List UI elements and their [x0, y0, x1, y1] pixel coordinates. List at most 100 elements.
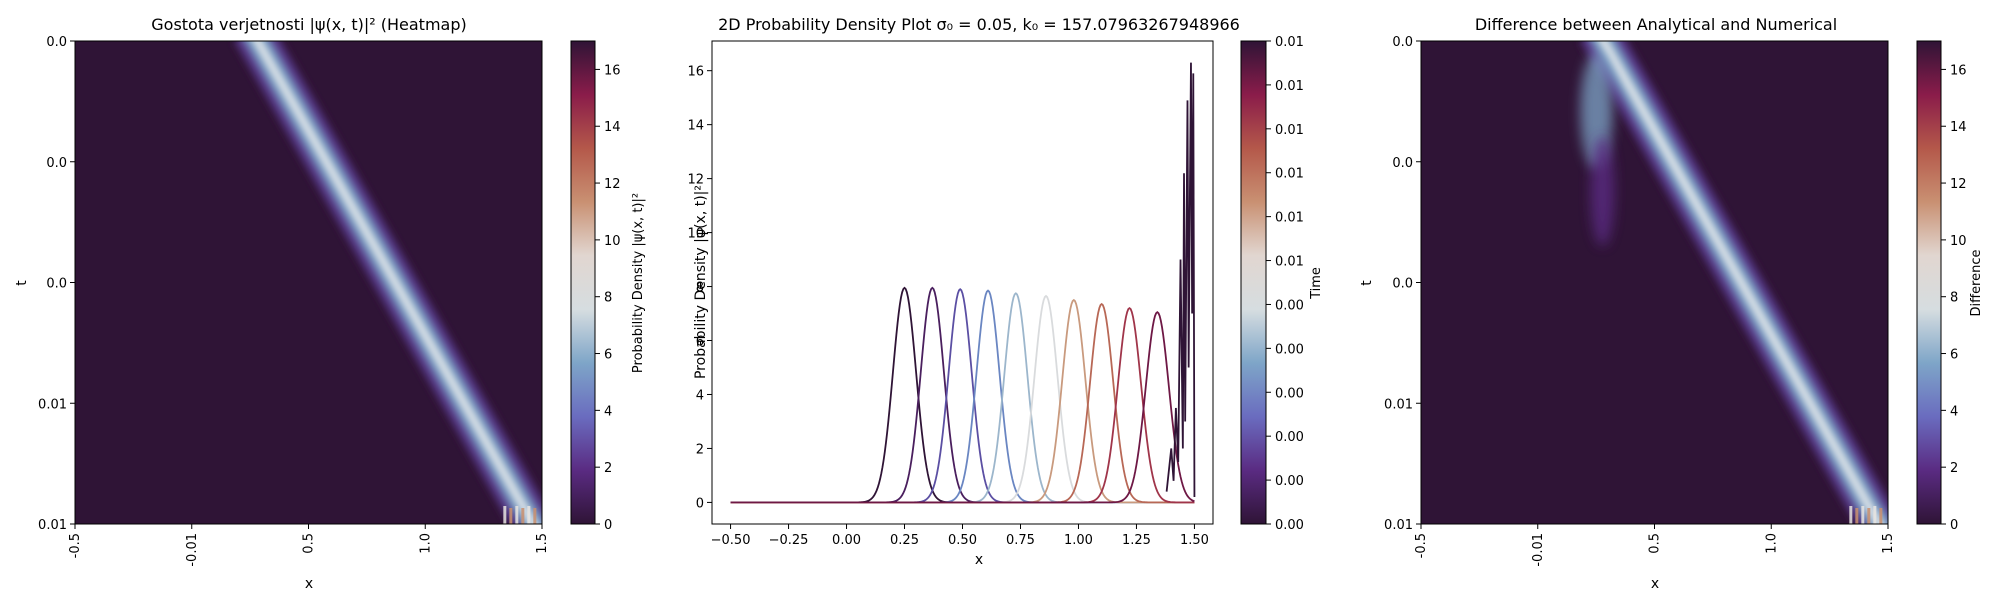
line-plot-colorbar-label: Time: [1309, 267, 1324, 300]
y-tick-label: 0: [696, 496, 704, 511]
y-tick-label: 14: [687, 119, 704, 134]
y-tick-label: 0.0: [46, 277, 67, 292]
colorbar-tick-label: 0.00: [1275, 474, 1304, 489]
heatmap-2-colorbar-label: Difference: [1969, 249, 1984, 316]
x-tick-label: 1.50: [1180, 533, 1209, 548]
line-plot-x-axis-label: x: [975, 552, 983, 568]
colorbar-tick-label: 6: [1950, 348, 1958, 363]
line-plot-y-ticks: 0 2 4 6 8 10 12 14 16: [687, 65, 712, 511]
colorbar-tick-label: 14: [1950, 120, 1967, 135]
heatmap-2-y-axis-label: t: [1359, 280, 1375, 286]
colorbar-tick-label: 10: [604, 234, 621, 249]
heatmap-2-x-axis-label: x: [1651, 576, 1659, 592]
edge-interference-stripe: [1867, 508, 1871, 524]
y-tick-label: 2: [696, 442, 704, 457]
y-tick-label: 0.0: [1392, 35, 1413, 50]
x-tick-label: 0.5: [1648, 533, 1663, 554]
x-tick-label: 1.0: [1764, 533, 1779, 554]
edge-interference-stripe: [1855, 508, 1859, 524]
x-tick-label: 0.25: [890, 533, 919, 548]
y-tick-label: 0.01: [1384, 397, 1413, 412]
edge-interference-stripe: [1873, 506, 1877, 524]
colorbar-tick-label: 0.01: [1275, 79, 1304, 94]
heatmap-1-colorbar-label: Probability Density |ψ(x, t)|²: [631, 193, 646, 373]
colorbar-tick-label: 0: [604, 518, 612, 533]
line-plot-area: [730, 62, 1196, 504]
colorbar-tick-label: 0.00: [1275, 430, 1304, 445]
colorbar-tick-label: 12: [1950, 177, 1967, 192]
colorbar-tick-label: 4: [604, 404, 612, 419]
colorbar-tick-label: 16: [604, 63, 621, 78]
line-plot-y-axis-label: Probability Density |ψ(x, t)|²: [693, 185, 709, 379]
y-tick-label: 4: [696, 388, 704, 403]
colorbar-tick-label: 0.00: [1275, 518, 1304, 533]
x-tick-label: -0.01: [185, 533, 200, 567]
x-tick-label: 1.5: [535, 533, 550, 554]
edge-interference-stripe: [515, 506, 519, 524]
heatmap-2-colorbar: [1917, 41, 1941, 524]
edge-reflection-trace: [1165, 62, 1196, 498]
x-tick-label: 0.00: [832, 533, 861, 548]
x-tick-label: 1.25: [1122, 533, 1151, 548]
probability-packet-band: [230, 41, 542, 524]
line-panel: 2D Probability Density Plot σ₀ = 0.05, k…: [687, 15, 1324, 568]
colorbar-tick-label: 0.00: [1275, 386, 1304, 401]
heatmap-2-y-ticks: 0.0 0.0 0.0 0.01 0.01: [1384, 35, 1421, 533]
colorbar-tick-label: 0.01: [1275, 123, 1304, 138]
x-tick-label: 1.00: [1064, 533, 1093, 548]
x-tick-label: -0.01: [1531, 533, 1546, 567]
heatmap-1-y-axis-label: t: [14, 280, 30, 286]
colorbar-tick-label: 0.01: [1275, 167, 1304, 182]
heatmap-1-x-axis-label: x: [305, 576, 313, 592]
colorbar-tick-label: 12: [604, 177, 621, 192]
colorbar-tick-label: 0: [1950, 518, 1958, 533]
colorbar-tick-label: 6: [604, 348, 612, 363]
x-tick-label: -0.5: [1414, 533, 1429, 558]
colorbar-tick-label: 2: [604, 461, 612, 476]
probability-packet-band: [1576, 41, 1888, 524]
y-tick-label: 8: [696, 281, 704, 296]
x-tick-label: −0.50: [711, 533, 751, 548]
difference-tail: [1590, 136, 1615, 246]
colorbar-tick-label: 0.00: [1275, 298, 1304, 313]
y-tick-label: 12: [687, 173, 704, 188]
colorbar-tick-label: 0.01: [1275, 255, 1304, 270]
colorbar-tick-label: 16: [1950, 63, 1967, 78]
line-plot-title: 2D Probability Density Plot σ₀ = 0.05, k…: [718, 15, 1240, 34]
density-curve: [730, 311, 1195, 504]
edge-interference-stripe: [1879, 508, 1883, 524]
line-plot-colorbar-ticks: 0.00 0.00 0.00 0.00 0.00 0.00 0.01 0.01 0.01 0.01…: [1266, 35, 1304, 533]
x-tick-label: −0.25: [769, 533, 809, 548]
x-tick-label: 0.75: [1006, 533, 1035, 548]
x-tick-label: 0.5: [302, 533, 317, 554]
y-tick-label: 0.0: [46, 156, 67, 171]
edge-interference-stripe: [1849, 506, 1853, 524]
heatmap-2-colorbar-ticks: 0 2 4 6 8 10 12 14 16: [1941, 63, 1967, 533]
heatmap-1-plot-area: [75, 41, 542, 524]
colorbar-tick-label: 14: [604, 120, 621, 135]
density-curve: [730, 302, 1195, 504]
heatmap-1-colorbar-ticks: 0 2 4 6 8 10 12 14 16: [595, 63, 621, 533]
heatmap-1-x-ticks: -0.5 -0.01 0.5 1.0 1.5: [68, 524, 550, 567]
line-plot-x-ticks: −0.50 −0.25 0.00 0.25 0.50 0.75 1.00 1.25 1.50: [711, 524, 1209, 548]
heatmap-1-y-ticks: 0.0 0.0 0.0 0.01 0.01: [38, 35, 75, 533]
edge-interference-stripe: [1861, 506, 1865, 524]
colorbar-tick-label: 0.00: [1275, 342, 1304, 357]
y-tick-label: 0.0: [1392, 277, 1413, 292]
colorbar-tick-label: 0.01: [1275, 35, 1304, 50]
heatmap-2-x-ticks: -0.5 -0.01 0.5 1.0 1.5: [1414, 524, 1896, 567]
x-tick-label: -0.5: [68, 533, 83, 558]
heatmap-1-title: Gostota verjetnosti |ψ(x, t)|² (Heatmap): [151, 15, 467, 34]
heatmap-2-plot-area: [1421, 41, 1888, 524]
colorbar-tick-label: 8: [604, 291, 612, 306]
line-plot-colorbar: [1241, 41, 1266, 524]
edge-interference-stripe: [509, 508, 513, 524]
edge-interference-stripe: [533, 508, 537, 524]
heatmap-panel-1: Gostota verjetnosti |ψ(x, t)|² (Heatmap)…: [14, 15, 646, 592]
colorbar-tick-label: 4: [1950, 404, 1958, 419]
heatmap-2-title: Difference between Analytical and Numeri…: [1475, 15, 1837, 34]
colorbar-tick-label: 10: [1950, 234, 1967, 249]
colorbar-tick-label: 8: [1950, 291, 1958, 306]
x-tick-label: 0.50: [948, 533, 977, 548]
